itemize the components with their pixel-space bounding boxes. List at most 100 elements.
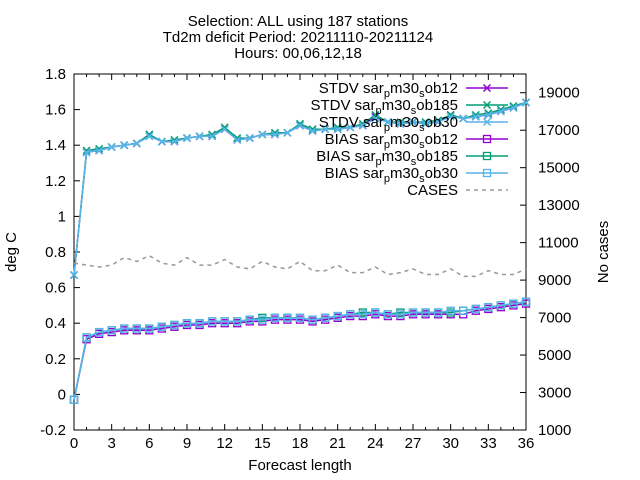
y-tick-label: -0.2 xyxy=(40,422,66,439)
chart-title-line: Selection: ALL using 187 stations xyxy=(188,13,408,30)
data-point xyxy=(69,271,79,280)
y-tick-label: 0.8 xyxy=(45,244,66,261)
data-point xyxy=(484,303,493,312)
data-point xyxy=(69,395,79,404)
data-point xyxy=(371,110,380,119)
y-tick-label: 1.2 xyxy=(45,173,66,190)
y2-tick-label: 19000 xyxy=(538,85,580,102)
data-point xyxy=(233,134,242,143)
legend-label: CASES xyxy=(407,182,458,199)
series-6 xyxy=(73,254,527,278)
data-point xyxy=(333,311,342,321)
x-tick-label: 30 xyxy=(442,435,459,452)
data-point xyxy=(396,118,405,127)
data-point xyxy=(421,308,430,317)
x-tick-label: 24 xyxy=(367,435,384,452)
series-line xyxy=(73,101,527,276)
data-point xyxy=(308,126,317,135)
data-point xyxy=(220,125,229,134)
data-point xyxy=(358,121,367,130)
y2-tick-label: 9000 xyxy=(538,272,571,289)
data-point xyxy=(270,313,280,323)
x-tick-label: 9 xyxy=(183,435,191,452)
data-point xyxy=(208,132,217,141)
data-point xyxy=(521,98,531,107)
data-point xyxy=(245,134,254,143)
legend-label: BIAS sarpm30sob30 xyxy=(325,165,458,185)
y2-tick-label: 5000 xyxy=(538,347,571,364)
legend-marker xyxy=(482,134,492,144)
data-point xyxy=(371,308,380,317)
y2-tick-label: 7000 xyxy=(538,310,571,327)
data-point xyxy=(270,130,279,139)
data-point xyxy=(371,114,380,123)
data-point xyxy=(220,317,229,326)
data-point xyxy=(509,299,518,308)
data-point xyxy=(132,139,141,148)
x-tick-label: 18 xyxy=(292,435,309,452)
x-tick-label: 12 xyxy=(216,435,233,452)
data-point xyxy=(195,132,204,141)
legend-label: BIAS sarpm30sob185 xyxy=(316,148,458,168)
legend-marker xyxy=(482,151,492,161)
data-point xyxy=(321,125,330,134)
data-point xyxy=(396,119,405,128)
data-point xyxy=(182,134,192,143)
data-point xyxy=(433,308,443,317)
data-point xyxy=(157,322,167,331)
data-point xyxy=(157,137,166,146)
data-point xyxy=(145,324,154,333)
data-point xyxy=(358,310,367,319)
data-point xyxy=(82,146,91,155)
legend-label: STDV sarpm30sob30 xyxy=(319,114,458,134)
data-point xyxy=(459,114,468,123)
data-point xyxy=(195,319,204,328)
y-tick-label: 0.4 xyxy=(45,315,66,332)
data-point xyxy=(283,128,292,137)
chart-title-line: Td2m deficit Period: 20211110-20211124 xyxy=(163,29,433,46)
y-tick-label: 1.4 xyxy=(45,137,66,154)
data-point xyxy=(207,317,217,326)
legend-marker xyxy=(482,83,492,93)
plot-frame xyxy=(73,73,527,431)
data-point xyxy=(295,121,305,130)
chart-series xyxy=(69,98,531,404)
data-point xyxy=(82,148,91,157)
series-3 xyxy=(69,299,531,404)
x-axis-label: Forecast length xyxy=(248,457,351,474)
data-point xyxy=(295,313,305,323)
legend-label: STDV sarpm30sob185 xyxy=(310,97,458,117)
data-point xyxy=(258,130,267,139)
data-point xyxy=(107,142,116,152)
data-point xyxy=(233,135,242,144)
data-point xyxy=(346,310,355,319)
y2-tick-label: 15000 xyxy=(538,160,580,177)
data-point xyxy=(283,313,292,323)
y-tick-label: 0.6 xyxy=(45,280,66,297)
chart-title-line: Hours: 00,06,12,18 xyxy=(234,45,362,62)
data-point xyxy=(258,315,267,324)
data-point xyxy=(170,320,179,330)
x-tick-label: 3 xyxy=(107,435,115,452)
data-point xyxy=(496,301,506,310)
data-point xyxy=(396,310,405,319)
data-point xyxy=(320,313,330,323)
y2-tick-label: 11000 xyxy=(538,235,579,252)
data-point xyxy=(509,103,518,112)
data-point xyxy=(434,118,443,127)
series-2 xyxy=(69,98,531,280)
legend-marker xyxy=(482,168,492,178)
series-line xyxy=(73,101,527,276)
x-tick-label: 6 xyxy=(145,435,153,452)
chart-axes: 0 3 6 9 12 15 18 21 24 27 30 33 36-0.200.20.40.60.81… xyxy=(3,66,612,474)
data-point xyxy=(446,306,455,315)
data-point xyxy=(132,324,141,333)
y2-tick-label: 13000 xyxy=(538,197,580,214)
y-tick-label: 1.6 xyxy=(45,102,66,119)
series-line xyxy=(73,301,527,400)
data-point xyxy=(446,112,455,121)
data-point xyxy=(308,125,317,134)
data-point xyxy=(308,315,317,324)
